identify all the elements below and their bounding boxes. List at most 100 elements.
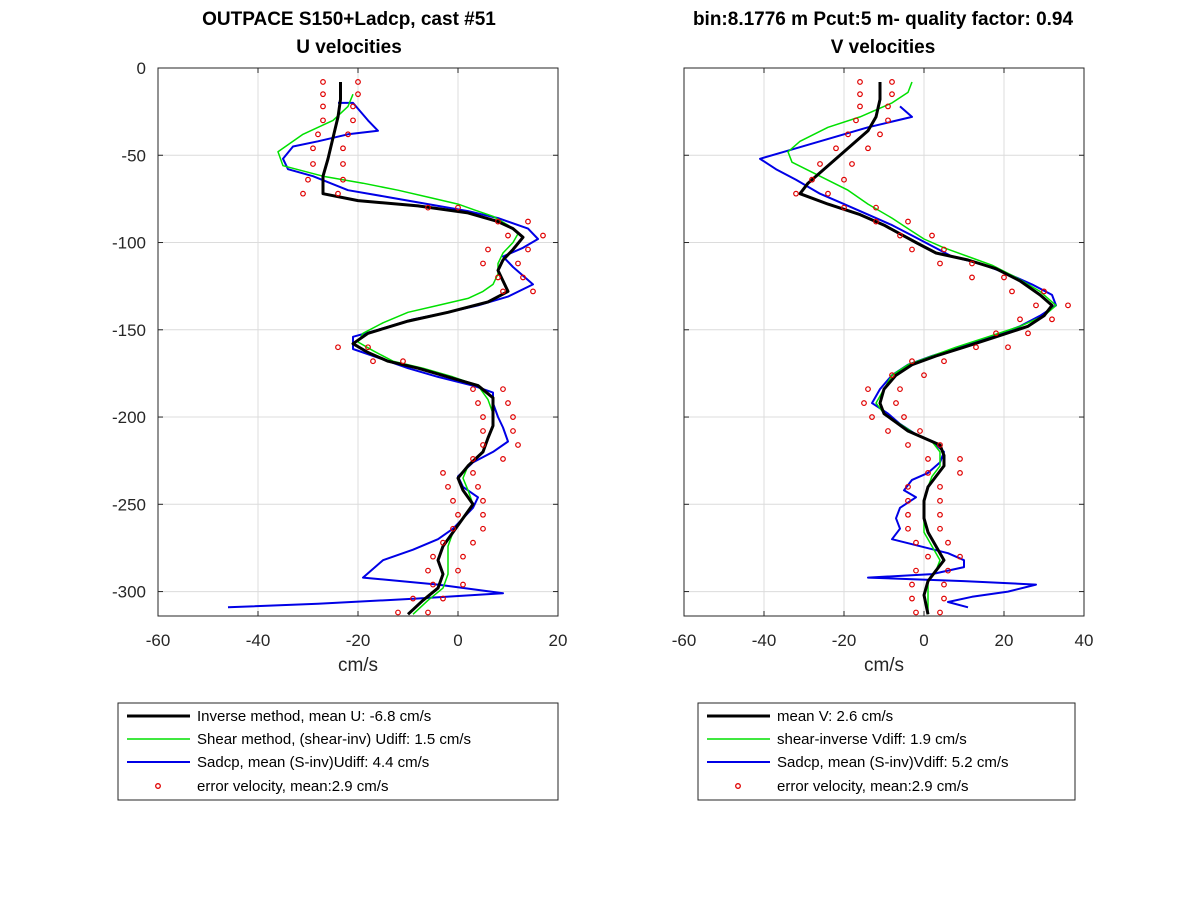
- u-error-marker-6: [320, 117, 326, 124]
- u-error-marker-26: [480, 260, 486, 267]
- u-error-marker-47: [500, 456, 506, 462]
- v-error-marker-30: [1009, 288, 1015, 295]
- u-error-marker-49: [470, 469, 476, 476]
- v-error-marker-9: [877, 131, 883, 138]
- v-error-marker-39: [1005, 344, 1011, 351]
- v-error-marker-42: [889, 372, 895, 379]
- v-error-marker-53: [937, 442, 943, 448]
- v-error-marker-8: [845, 131, 851, 138]
- u-ytick-label-0: 0: [137, 59, 146, 78]
- u-error-marker-18: [425, 204, 431, 211]
- v-legend: mean V: 2.6 cm/s shear-inverse Vdiff: 1.…: [697, 702, 1076, 801]
- u-error-marker-14: [305, 176, 311, 183]
- v-error-marker-5: [885, 103, 891, 110]
- v-error-marker-55: [957, 456, 963, 462]
- u-x-axis-label: cm/s: [338, 655, 378, 676]
- v-error-marker-6: [853, 117, 859, 124]
- v-error-marker-36: [993, 330, 999, 337]
- u-error-marker-24: [485, 246, 491, 253]
- v-error-marker-25: [941, 246, 947, 253]
- u-error-marker-67: [440, 595, 446, 602]
- u-error-marker-37: [500, 386, 506, 393]
- v-error-marker-41: [941, 358, 947, 365]
- u-error-marker-63: [455, 567, 461, 574]
- v-error-marker-22: [897, 232, 903, 239]
- u-error-marker-13: [340, 161, 346, 167]
- v-error-marker-69: [957, 553, 963, 560]
- u-ytick-label-5: -250: [112, 495, 146, 514]
- v-error-marker-45: [897, 386, 903, 393]
- v-error-marker-4: [857, 103, 863, 110]
- v-error-marker-37: [1025, 330, 1031, 337]
- v-error-marker-70: [913, 567, 919, 574]
- v-error-marker-72: [909, 581, 915, 588]
- v-error-marker-2: [857, 91, 863, 98]
- u-error-marker-62: [425, 567, 431, 574]
- v-grid: [684, 68, 1084, 616]
- v-error-marker-35: [1049, 316, 1055, 323]
- v-tick-group: -60 -40 -20 0 20 40: [672, 67, 1093, 650]
- v-error-marker-73: [941, 581, 947, 588]
- u-error-marker-39: [505, 400, 511, 406]
- u-error-marker-33: [365, 344, 371, 351]
- v-error-marker-19: [873, 204, 879, 211]
- u-xtick-label-4: 20: [549, 631, 568, 650]
- v-inverse-line: [798, 82, 1054, 615]
- v-error-marker-0: [857, 79, 863, 85]
- v-xtick-label-0: -60: [672, 631, 697, 650]
- u-inverse-line: [321, 82, 525, 616]
- v-error-marker-61: [937, 497, 943, 504]
- u-error-marker-53: [480, 497, 486, 504]
- u-error-marker-55: [480, 511, 486, 518]
- v-error-marker-7: [885, 117, 891, 124]
- v-error-marker-46: [861, 400, 867, 406]
- u-error-marker-28: [495, 274, 501, 281]
- u-error-marker-22: [505, 232, 511, 239]
- u-error-marker-48: [440, 469, 446, 476]
- u-error-marker-34: [370, 358, 376, 365]
- v-legend-error-label: error velocity, mean:2.9 cm/s: [777, 778, 968, 795]
- v-xtick-label-1: -40: [752, 631, 777, 650]
- v-error-marker-77: [937, 609, 943, 616]
- u-error-marker-3: [355, 91, 361, 98]
- v-legend-sadcp-label: Sadcp, mean (S-inv)Vdiff: 5.2 cm/s: [777, 754, 1008, 771]
- u-error-marker-58: [440, 539, 446, 546]
- v-error-marker-29: [1001, 274, 1007, 281]
- u-legend-sadcp-label: Sadcp, mean (S-inv)Udiff: 4.4 cm/s: [197, 754, 429, 771]
- u-error-marker-17: [335, 190, 341, 197]
- u-error-marker-40: [480, 414, 486, 420]
- v-error-marker-31: [1041, 288, 1047, 295]
- u-legend-shear-label: Shear method, (shear-inv) Udiff: 1.5 cm/…: [197, 731, 471, 748]
- v-error-marker-60: [905, 497, 911, 504]
- v-error-marker-38: [973, 344, 979, 351]
- u-error-marker-21: [525, 218, 531, 225]
- u-error-marker-45: [515, 442, 521, 448]
- u-error-marker-7: [350, 117, 356, 124]
- u-error-marker-38: [475, 400, 481, 406]
- u-error-marker-59: [470, 539, 476, 546]
- v-error-marker-47: [893, 400, 899, 406]
- v-error-marker-44: [865, 386, 871, 393]
- u-error-marker-61: [460, 553, 466, 560]
- u-error-marker-54: [455, 511, 461, 518]
- v-error-marker-32: [1033, 302, 1039, 309]
- v-x-axis-label: cm/s: [864, 655, 904, 676]
- v-error-marker-63: [937, 511, 943, 518]
- u-error-marker-36: [470, 386, 476, 393]
- right-chart-title-line1: bin:8.1776 m Pcut:5 m- quality factor: 0…: [693, 9, 1074, 30]
- v-error-marker-57: [957, 469, 963, 476]
- v-error-marker-59: [937, 483, 943, 490]
- u-error-marker-69: [425, 609, 431, 616]
- v-error-marker-54: [925, 456, 931, 462]
- v-xtick-label-3: 0: [919, 631, 928, 650]
- v-error-marker-11: [865, 145, 871, 152]
- u-error-marker-4: [320, 103, 326, 110]
- v-error-marker-56: [925, 469, 931, 476]
- u-error-marker-43: [510, 428, 516, 434]
- v-velocity-plot: -60 -40 -20 0 20 40 cm/s: [672, 67, 1093, 676]
- v-error-marker-50: [885, 428, 891, 434]
- v-error-marker-21: [905, 218, 911, 225]
- v-error-marker-26: [937, 260, 943, 267]
- v-error-marker-10: [833, 145, 839, 152]
